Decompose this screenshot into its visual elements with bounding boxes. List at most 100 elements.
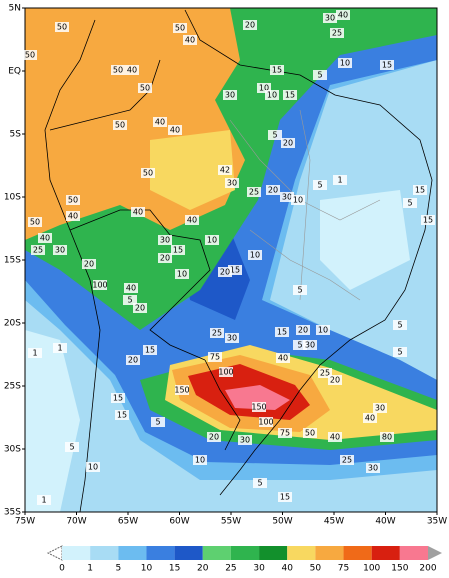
contour-label: 15 (230, 266, 240, 275)
contour-label-box (293, 340, 307, 350)
contour-label-box (243, 20, 257, 30)
contour-label-box (173, 23, 187, 33)
contour-label: 50 (175, 24, 185, 33)
contour-label-box (363, 413, 377, 423)
lon-label: 55W (221, 517, 241, 527)
contour-label-box (281, 138, 295, 148)
contour-label: 10 (259, 84, 269, 93)
contour-label: 30 (282, 193, 292, 202)
contour-label: 40 (170, 126, 180, 135)
colorbar-arrow-left (46, 545, 63, 561)
contour-label: 25 (33, 246, 43, 255)
contour-label-box (266, 185, 280, 195)
contour-label: 50 (30, 218, 40, 227)
lon-label: 35W (427, 517, 447, 527)
colorbar-bin (146, 546, 175, 560)
contour-label-box (208, 352, 222, 362)
colorbar-label: 0 (59, 564, 65, 574)
contour-label-box (131, 207, 145, 217)
contour-label-box (333, 175, 347, 185)
contour-label-box (338, 58, 352, 68)
contour-label: 15 (173, 246, 183, 255)
contour-label-box (158, 253, 172, 263)
contour-label-box (276, 353, 290, 363)
contour-label-box (373, 403, 387, 413)
contour-label: 30 (227, 179, 237, 188)
contour-label-box (278, 492, 292, 502)
colorbar-label: 150 (391, 564, 408, 574)
contour-label-box (153, 117, 167, 127)
colorbar-label: 5 (115, 564, 121, 574)
colorbar-label: 30 (253, 564, 265, 574)
contour-label: 20 (298, 326, 308, 335)
contour-label-box (366, 463, 380, 473)
colorbar-bin (371, 546, 400, 560)
contour-label-box (66, 195, 80, 205)
contour-label-box (168, 125, 182, 135)
contour-label: 40 (278, 354, 288, 363)
contour-label: 10 (293, 196, 303, 205)
lat-label: 5N (9, 4, 21, 14)
lat-label: 20S (4, 319, 21, 329)
contour-label-box (278, 428, 292, 438)
contour-label-box (257, 83, 271, 93)
lat-label: 10S (4, 193, 21, 203)
contour-label: 150 (251, 403, 266, 412)
contour-label-box (185, 215, 199, 225)
contour-label: 20 (283, 139, 293, 148)
lon-label: 40W (375, 517, 395, 527)
contour-label-box (413, 185, 427, 195)
contour-label-box (280, 192, 294, 202)
colorbar-label: 200 (419, 564, 436, 574)
contour-label-box (313, 180, 327, 190)
contour-label-box (37, 495, 51, 505)
contour-label-box (380, 432, 394, 442)
contour-label: 30 (55, 246, 65, 255)
contour-label-box (283, 90, 297, 100)
contour-label: 40 (133, 208, 143, 217)
contour-label: 5 (317, 71, 322, 80)
colorbar-label: 40 (282, 564, 294, 574)
contour-label: 5 (407, 199, 412, 208)
contour-label: 10 (195, 456, 205, 465)
contour-label: 150 (174, 386, 189, 395)
contour-label: 100 (218, 368, 233, 377)
contour-label-box (296, 325, 310, 335)
contour-label: 10 (250, 251, 260, 260)
contour-label: 1 (57, 344, 62, 353)
contour-label: 50 (68, 196, 78, 205)
contour-label-box (330, 28, 344, 38)
contour-label-box (65, 442, 79, 452)
colorbar-bin (90, 546, 119, 560)
contour-label: 100 (258, 418, 273, 427)
contour-label-box (253, 478, 267, 488)
contour-label-box (210, 328, 224, 338)
contour-label-box (82, 259, 96, 269)
contour-label: 5 (397, 348, 402, 357)
contour-label-box (113, 120, 127, 130)
contour-label-box (93, 280, 107, 290)
contour-label: 10 (267, 91, 277, 100)
colorbar-bin (287, 546, 316, 560)
colorbar-label: 15 (169, 564, 180, 574)
contour-label-box (265, 90, 279, 100)
contour-label: 15 (280, 493, 290, 502)
contour-label: 30 (240, 436, 250, 445)
contour-label-box (225, 333, 239, 343)
contour-label: 20 (84, 260, 94, 269)
contour-label-box (55, 22, 69, 32)
contour-label: 1 (41, 496, 46, 505)
contour-label-box (313, 70, 327, 80)
contour-label: 40 (126, 284, 136, 293)
contour-label-box (270, 65, 284, 75)
contour-label: 20 (209, 433, 219, 442)
contour-label-box (175, 269, 189, 279)
contour-label-box (28, 217, 42, 227)
contour-label-box (193, 455, 207, 465)
contour-label: 50 (57, 23, 67, 32)
contour-label-box (23, 50, 37, 60)
contour-label: 20 (128, 356, 138, 365)
contour-label: 40 (330, 433, 340, 442)
